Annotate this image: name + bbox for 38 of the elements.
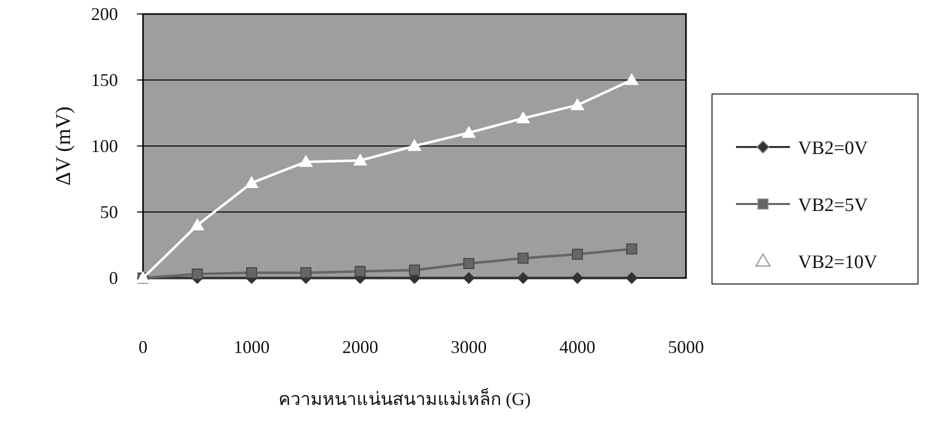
point (353, 154, 368, 166)
point (298, 154, 313, 167)
y-tick-label: 100 (91, 136, 118, 156)
point (462, 126, 476, 138)
point (354, 266, 366, 277)
point (570, 98, 584, 110)
legend-label: VB2=5V (798, 195, 868, 216)
y-tick-label: 0 (109, 268, 118, 288)
point (572, 248, 583, 260)
point (244, 176, 259, 188)
point (300, 267, 312, 278)
legend-label: VB2=10V (798, 252, 878, 273)
legend-label: VB2=0V (798, 138, 868, 159)
point (624, 73, 639, 85)
x-tick-label: 4000 (559, 337, 596, 357)
y-axis-title: ΔV (mV) (51, 106, 75, 186)
point (408, 139, 422, 151)
point (190, 218, 204, 230)
x-tick-label: 0 (138, 337, 148, 357)
point (517, 272, 530, 284)
point (409, 264, 420, 276)
point (626, 272, 638, 284)
point (518, 252, 529, 264)
point (192, 268, 203, 280)
point (462, 272, 475, 284)
x-tick-label: 2000 (342, 337, 378, 357)
x-tick-label: 3000 (450, 337, 487, 357)
point (463, 258, 474, 269)
x-tick-label: 1000 (234, 337, 270, 357)
point (246, 267, 258, 278)
y-tick-label: 200 (91, 4, 118, 24)
y-tick-label: 150 (91, 70, 118, 90)
x-axis-title: ความหนาแน่นสนามแม่เหล็ก (G) (278, 387, 531, 409)
point (571, 272, 584, 284)
x-tick-label: 5000 (668, 337, 704, 357)
y-tick-label: 50 (100, 202, 118, 222)
point (626, 243, 638, 254)
point (516, 111, 530, 124)
